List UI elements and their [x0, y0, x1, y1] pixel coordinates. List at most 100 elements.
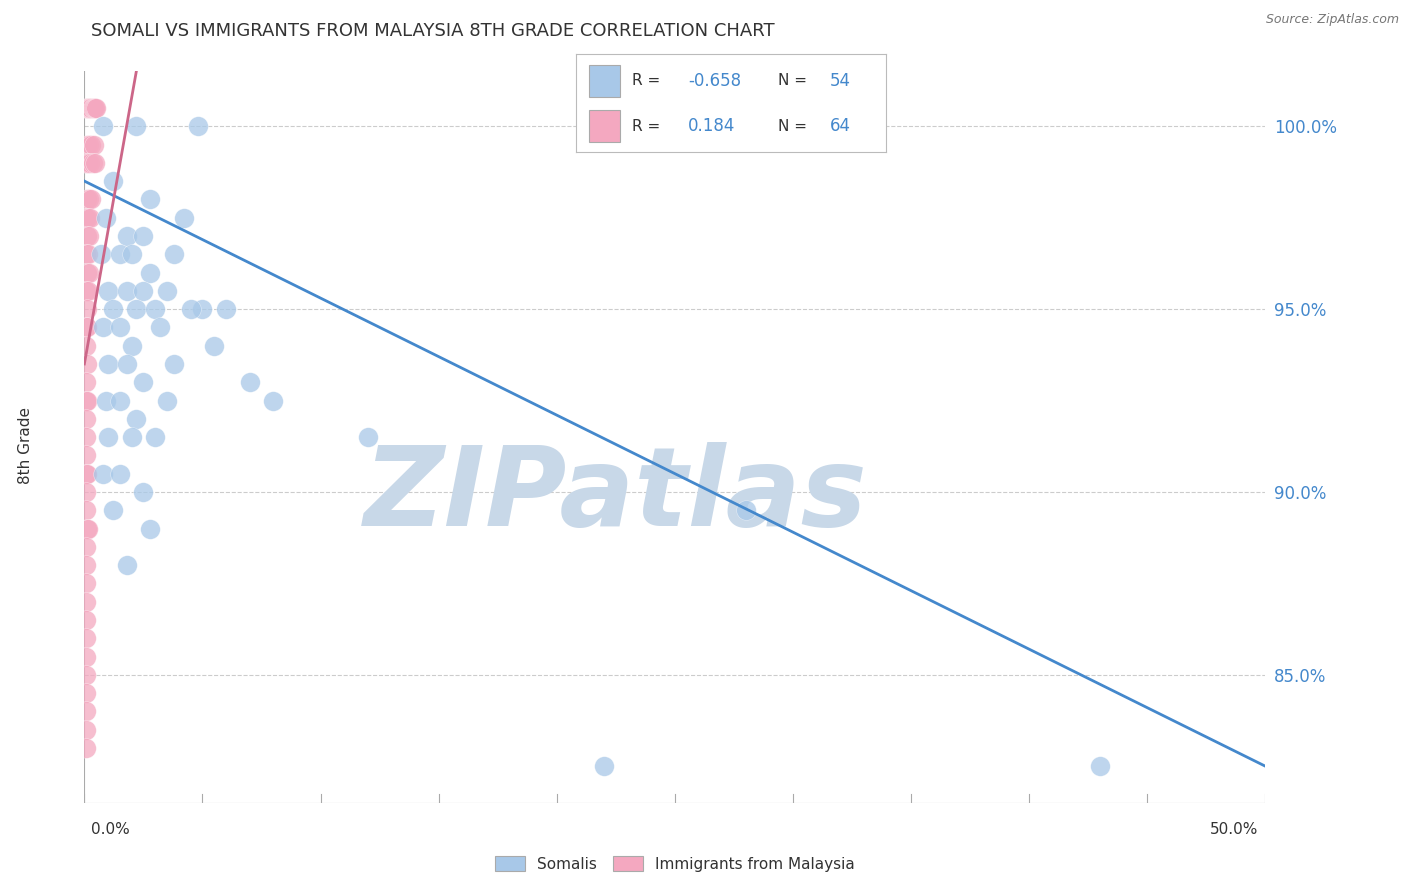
Point	[97, 430, 120, 444]
Point	[357, 430, 380, 444]
Point	[75, 705, 97, 719]
Point	[75, 247, 97, 261]
Point	[77, 284, 100, 298]
Point	[75, 741, 97, 756]
Point	[77, 101, 100, 115]
Point	[115, 284, 138, 298]
Point	[75, 503, 97, 517]
Point	[83, 101, 105, 115]
Point	[132, 284, 155, 298]
Point	[77, 247, 100, 261]
Point	[75, 595, 97, 609]
Text: Source: ZipAtlas.com: Source: ZipAtlas.com	[1265, 13, 1399, 27]
Point	[75, 723, 97, 737]
Point	[79, 156, 101, 170]
Point	[94, 393, 117, 408]
Point	[143, 430, 166, 444]
Point	[143, 302, 166, 317]
Point	[75, 393, 97, 408]
Point	[75, 576, 97, 591]
Point	[75, 467, 97, 481]
Point	[76, 357, 98, 371]
Point	[75, 339, 97, 353]
Point	[83, 137, 105, 152]
Point	[77, 137, 100, 152]
Point	[75, 632, 97, 646]
Point	[75, 449, 97, 463]
Point	[76, 229, 98, 244]
Point	[115, 229, 138, 244]
Point	[75, 284, 97, 298]
Point	[139, 522, 162, 536]
Text: 50.0%: 50.0%	[1211, 822, 1258, 837]
Point	[163, 247, 186, 261]
Point	[97, 357, 120, 371]
Point	[75, 686, 97, 700]
Point	[90, 247, 112, 261]
Point	[84, 101, 107, 115]
Point	[121, 339, 143, 353]
Point	[76, 467, 98, 481]
Point	[75, 668, 97, 682]
Point	[77, 229, 100, 244]
Point	[108, 247, 131, 261]
Text: 54: 54	[830, 72, 851, 90]
Point	[115, 357, 138, 371]
Point	[76, 302, 98, 317]
Text: N =: N =	[778, 119, 807, 134]
Point	[156, 284, 179, 298]
Point	[75, 156, 97, 170]
Point	[262, 393, 284, 408]
Point	[239, 376, 262, 390]
Point	[125, 412, 148, 426]
Point	[76, 522, 98, 536]
Point	[91, 320, 114, 334]
Bar	[589, 111, 620, 142]
Point	[149, 320, 172, 334]
Point	[156, 393, 179, 408]
Point	[132, 485, 155, 500]
Point	[215, 302, 238, 317]
Point	[75, 558, 97, 573]
Point	[82, 101, 104, 115]
Point	[97, 284, 120, 298]
Point	[75, 412, 97, 426]
Point	[80, 193, 103, 207]
Point	[1088, 759, 1111, 773]
Text: R =: R =	[633, 119, 661, 134]
Point	[76, 320, 98, 334]
Point	[191, 302, 214, 317]
Point	[75, 540, 97, 554]
Point	[91, 467, 114, 481]
Point	[108, 393, 131, 408]
Point	[77, 101, 100, 115]
Point	[77, 211, 100, 225]
Point	[115, 558, 138, 573]
Point	[84, 156, 107, 170]
Point	[80, 101, 103, 115]
Point	[94, 211, 117, 225]
Point	[75, 485, 97, 500]
Point	[76, 193, 98, 207]
Point	[139, 266, 162, 280]
Point	[173, 211, 195, 225]
Point	[75, 649, 97, 664]
Point	[82, 156, 104, 170]
Text: 0.184: 0.184	[688, 117, 735, 135]
Point	[202, 339, 225, 353]
Point	[108, 320, 131, 334]
Point	[101, 302, 124, 317]
Point	[139, 193, 162, 207]
Text: 0.0%: 0.0%	[91, 822, 131, 837]
Point	[77, 266, 100, 280]
Point	[79, 101, 101, 115]
Point	[125, 120, 148, 134]
Point	[121, 247, 143, 261]
Point	[75, 101, 97, 115]
Point	[132, 376, 155, 390]
Point	[163, 357, 186, 371]
Point	[75, 320, 97, 334]
Point	[76, 137, 98, 152]
Bar	[589, 65, 620, 96]
Text: SOMALI VS IMMIGRANTS FROM MALAYSIA 8TH GRADE CORRELATION CHART: SOMALI VS IMMIGRANTS FROM MALAYSIA 8TH G…	[91, 22, 775, 40]
